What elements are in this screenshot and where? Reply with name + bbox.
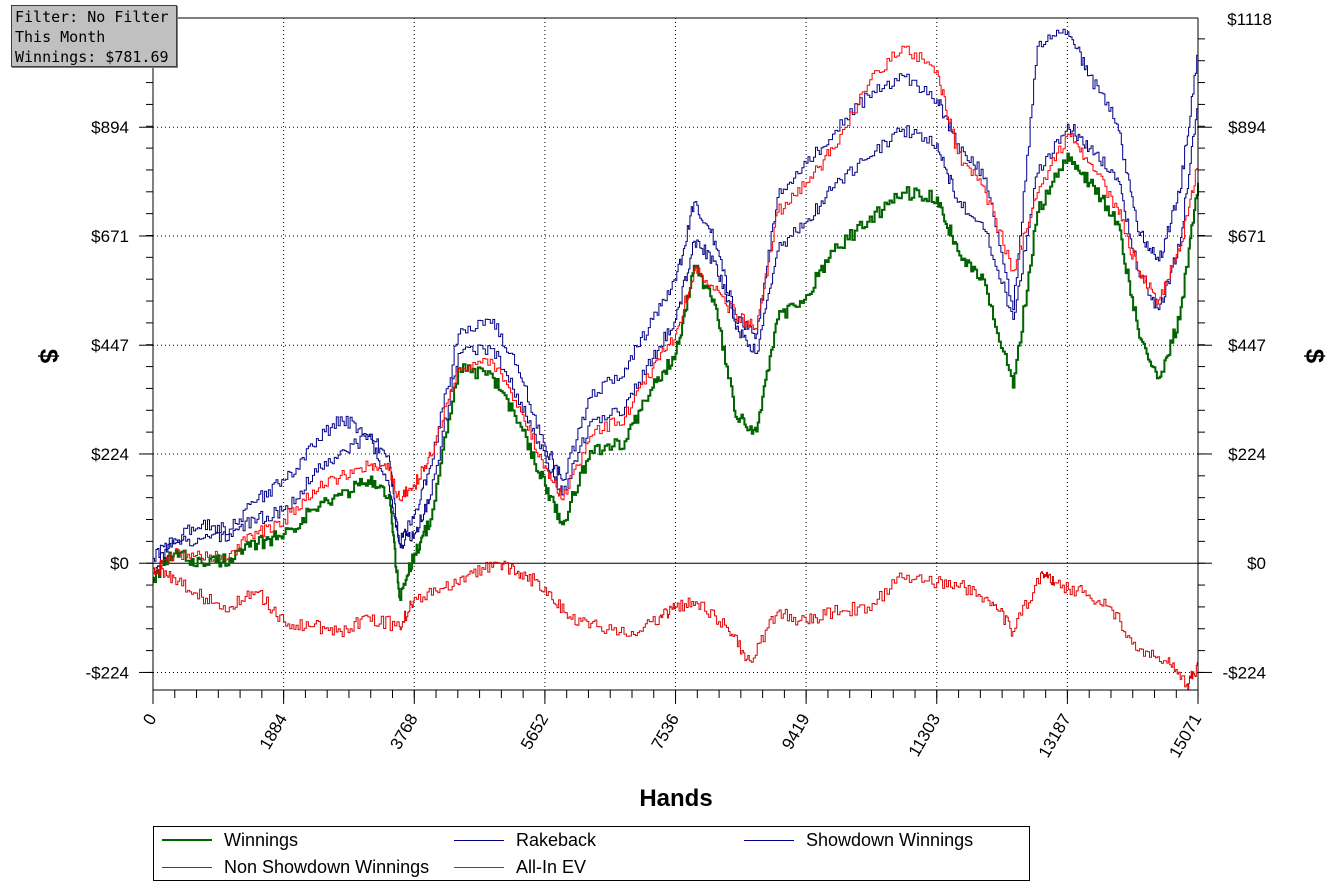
y-tick-label-right: $447 <box>1228 336 1266 355</box>
x-tick-label: 0 <box>139 711 160 729</box>
legend-item-all-in-ev: All-In EV <box>454 855 586 879</box>
series-lines <box>153 28 1199 690</box>
y-tick-label-left: $671 <box>91 227 129 246</box>
y-tick-label-right: $0 <box>1247 554 1266 573</box>
y-tick-label-left: $0 <box>110 554 129 573</box>
y-tick-label-left: -$224 <box>86 663 129 682</box>
filter-label: Filter: No Filter <box>15 8 169 26</box>
legend-item-showdown-winnings: Showdown Winnings <box>744 828 973 852</box>
filter-info-box: Filter: No Filter This Month Winnings: $… <box>11 5 177 67</box>
x-tick-label: 3768 <box>386 711 421 753</box>
legend-swatch <box>162 839 212 841</box>
series-line-rakeback <box>153 99 1199 572</box>
axes <box>139 17 1212 704</box>
x-tick-label: 1884 <box>256 711 291 753</box>
legend-swatch <box>454 839 504 841</box>
legend: Winnings Rakeback Showdown Winnings Non Sho… <box>153 826 1030 881</box>
x-tick-label: 7536 <box>648 711 683 753</box>
y-tick-label-right: $671 <box>1228 227 1266 246</box>
period-label: This Month <box>15 28 106 46</box>
series-line-showdown-winnings <box>153 28 1199 562</box>
legend-label: Winnings <box>224 829 299 850</box>
x-tick-label: 11303 <box>905 711 944 760</box>
y-tick-label-right: $894 <box>1228 118 1266 137</box>
legend-item-rakeback: Rakeback <box>454 828 596 852</box>
y-tick-label-right: $224 <box>1228 445 1266 464</box>
legend-swatch <box>162 866 212 868</box>
winnings-label: Winnings: $781.69 <box>15 48 169 66</box>
y-tick-label-left: $447 <box>91 336 129 355</box>
y-tick-label-left: $894 <box>91 118 129 137</box>
legend-swatch <box>454 866 504 868</box>
series-line-non-showdown-winnings <box>153 560 1199 690</box>
x-tick-label: 13187 <box>1035 711 1075 761</box>
legend-label: Non Showdown Winnings <box>224 856 430 877</box>
legend-item-winnings: Winnings <box>162 828 298 852</box>
legend-label: Rakeback <box>516 829 597 850</box>
legend-label: Showdown Winnings <box>806 829 974 850</box>
x-tick-label: 15071 <box>1165 711 1205 761</box>
tick-labels: -$224 -$224 $0 $0 $224 $224 $447 $447 $671 $671 $8… <box>86 10 1272 761</box>
x-tick-label: 9419 <box>778 711 813 753</box>
legend-label: All-In EV <box>516 856 587 877</box>
legend-item-non-showdown-winnings: Non Showdown Winnings <box>162 855 429 879</box>
y-tick-label-right-top: $1118 <box>1227 10 1272 29</box>
y-tick-label-left: $224 <box>91 445 129 464</box>
series-line-winnings <box>153 152 1199 601</box>
y-axis-title-right: $ <box>1300 349 1330 364</box>
legend-swatch <box>744 839 794 841</box>
y-axis-title-left: $ <box>34 349 64 364</box>
y-tick-label-right: -$224 <box>1223 663 1266 682</box>
series-line-all-in-ev <box>153 45 1199 575</box>
x-tick-label: 5652 <box>517 711 552 753</box>
x-axis-title: Hands <box>639 785 712 812</box>
